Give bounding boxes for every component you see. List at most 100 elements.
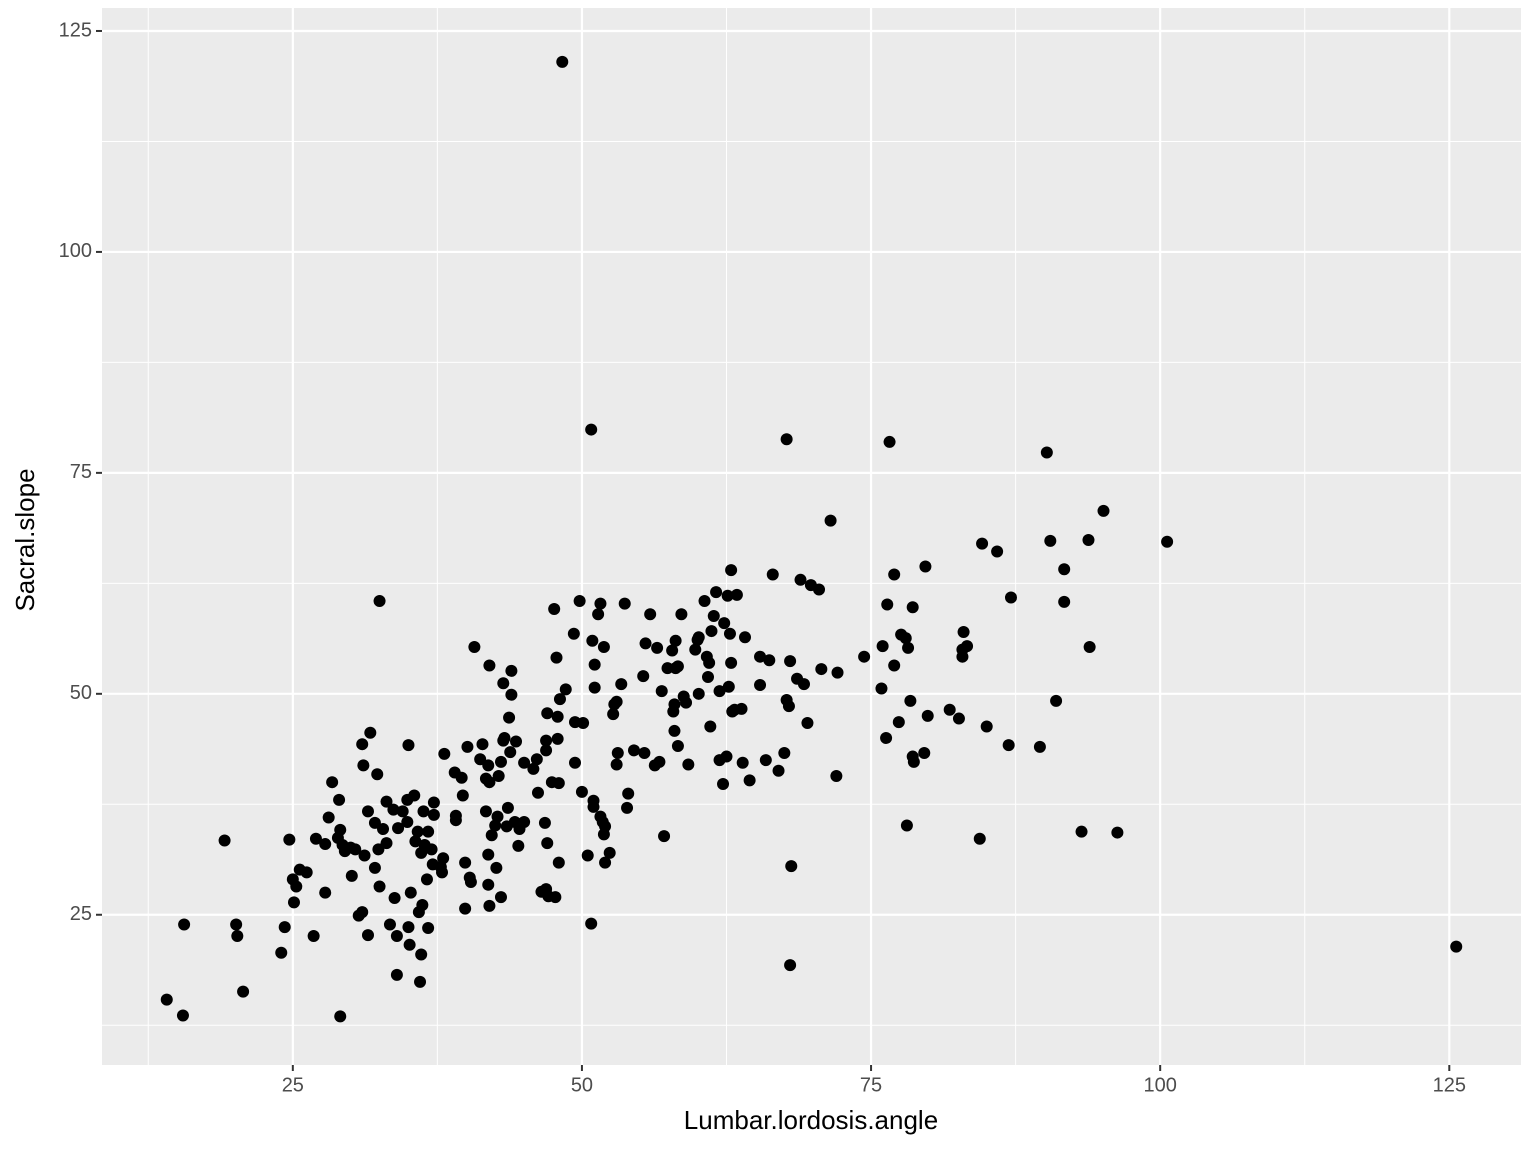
point: [492, 770, 505, 783]
point: [976, 537, 989, 550]
point: [622, 787, 635, 800]
point: [1040, 446, 1053, 459]
point: [498, 732, 511, 745]
point: [1058, 595, 1071, 608]
point: [334, 1010, 347, 1023]
point: [638, 747, 651, 760]
point: [666, 644, 679, 657]
point: [588, 681, 601, 694]
point: [456, 789, 469, 802]
point: [1044, 534, 1057, 547]
point: [701, 671, 714, 684]
point: [778, 747, 791, 760]
point: [527, 762, 540, 775]
x-tick-label: 25: [282, 1074, 304, 1096]
point: [373, 595, 386, 608]
point: [319, 886, 332, 899]
point: [772, 764, 785, 777]
point: [692, 687, 705, 700]
point: [230, 918, 243, 931]
point: [438, 747, 451, 760]
point: [794, 573, 807, 586]
point: [390, 968, 403, 981]
point: [1450, 940, 1463, 953]
point: [639, 637, 652, 650]
point: [409, 835, 422, 848]
point: [476, 738, 489, 751]
point: [668, 698, 681, 711]
point: [707, 610, 720, 623]
point: [1004, 591, 1017, 604]
point: [356, 738, 369, 751]
point: [231, 929, 244, 942]
point: [599, 856, 612, 869]
point: [918, 747, 931, 760]
point: [553, 693, 566, 706]
point: [754, 650, 767, 663]
point: [361, 929, 374, 942]
point: [530, 753, 543, 766]
y-tick-label: 50: [70, 682, 92, 704]
point: [503, 711, 516, 724]
point: [333, 793, 346, 806]
point: [388, 891, 401, 904]
point: [377, 823, 390, 836]
point: [437, 852, 450, 865]
point: [345, 869, 358, 882]
point: [237, 985, 250, 998]
x-tick-label: 50: [571, 1074, 593, 1096]
point: [710, 586, 723, 599]
point: [505, 688, 518, 701]
point: [615, 678, 628, 691]
point: [449, 809, 462, 822]
point: [368, 861, 381, 874]
point: [415, 948, 428, 961]
point: [1050, 694, 1063, 707]
point: [349, 843, 362, 856]
point: [540, 734, 553, 747]
point: [309, 832, 322, 845]
point: [581, 849, 594, 862]
point: [372, 843, 385, 856]
point: [830, 770, 843, 783]
point: [459, 856, 472, 869]
point: [831, 666, 844, 679]
point: [461, 740, 474, 753]
point: [468, 640, 481, 653]
point: [404, 886, 417, 899]
point: [356, 906, 369, 919]
point: [991, 545, 1004, 558]
point: [888, 659, 901, 672]
point: [287, 896, 300, 909]
point: [730, 588, 743, 601]
y-tick-label: 75: [70, 461, 92, 483]
point: [218, 834, 231, 847]
point: [1075, 825, 1088, 838]
point: [575, 785, 588, 798]
point: [655, 685, 668, 698]
point: [644, 608, 657, 621]
point: [883, 435, 896, 448]
point: [540, 744, 553, 757]
point: [383, 918, 396, 931]
point: [759, 754, 772, 767]
point: [721, 589, 734, 602]
point: [720, 750, 733, 763]
point: [1111, 826, 1124, 839]
point: [782, 700, 795, 713]
point: [552, 856, 565, 869]
point: [858, 650, 871, 663]
point: [549, 891, 562, 904]
point: [334, 823, 347, 836]
point: [569, 756, 581, 769]
point: [973, 832, 986, 845]
point: [414, 975, 427, 988]
point: [1033, 740, 1046, 753]
point: [577, 716, 590, 729]
point: [669, 634, 682, 647]
point: [952, 712, 965, 725]
point: [422, 922, 435, 935]
point: [875, 682, 888, 695]
point: [275, 946, 288, 959]
point: [436, 866, 449, 879]
